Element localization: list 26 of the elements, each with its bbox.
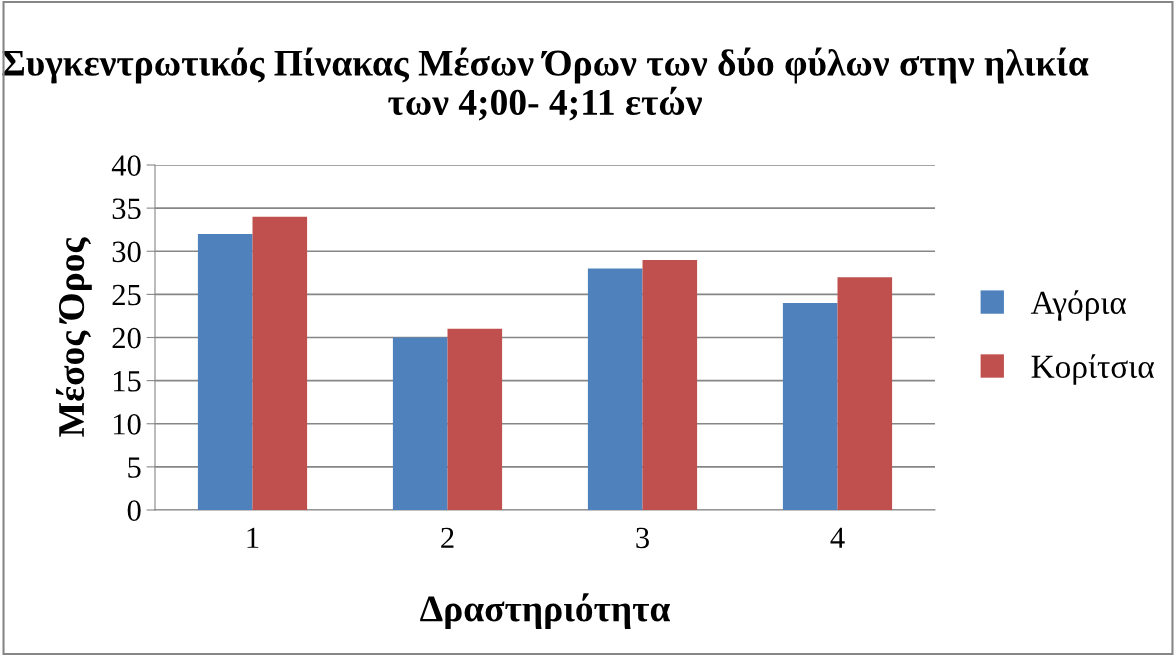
y-tick-label: 5 <box>128 457 141 478</box>
chart-title: Συγκεντρωτικός Πίνακας Μέσων Όρων των δύο φύλων στην ηλικία των 4;00- 4;11 ετών <box>2 47 1089 121</box>
y-tick-label: 30 <box>112 241 141 263</box>
x-tick-label: 2 <box>441 527 454 548</box>
y-tick-label: 25 <box>112 284 141 306</box>
y-tick-label: 40 <box>111 155 141 176</box>
legend-label: Αγόρια <box>1030 290 1127 321</box>
y-tick-label: 10 <box>113 414 141 435</box>
legend-label: Κορίτσια <box>1031 354 1154 385</box>
bar <box>252 216 308 510</box>
x-axis-title: Δραστηριότητα <box>420 593 670 630</box>
x-tick-label: 3 <box>636 527 649 549</box>
bar <box>837 277 893 510</box>
x-tick-label: 1 <box>247 527 259 548</box>
y-axis-title: Μέσος Όρος <box>55 237 92 437</box>
y-tick-label: 15 <box>113 371 141 392</box>
bar <box>642 259 698 510</box>
y-tick-label: 0 <box>127 500 141 521</box>
bar <box>587 268 643 510</box>
y-tick-label: 35 <box>112 198 141 220</box>
bar <box>197 234 253 510</box>
y-tick-label: 20 <box>112 327 141 349</box>
bar <box>392 337 448 510</box>
bar <box>447 328 503 510</box>
x-tick-label: 4 <box>830 527 845 548</box>
bar <box>782 303 838 510</box>
